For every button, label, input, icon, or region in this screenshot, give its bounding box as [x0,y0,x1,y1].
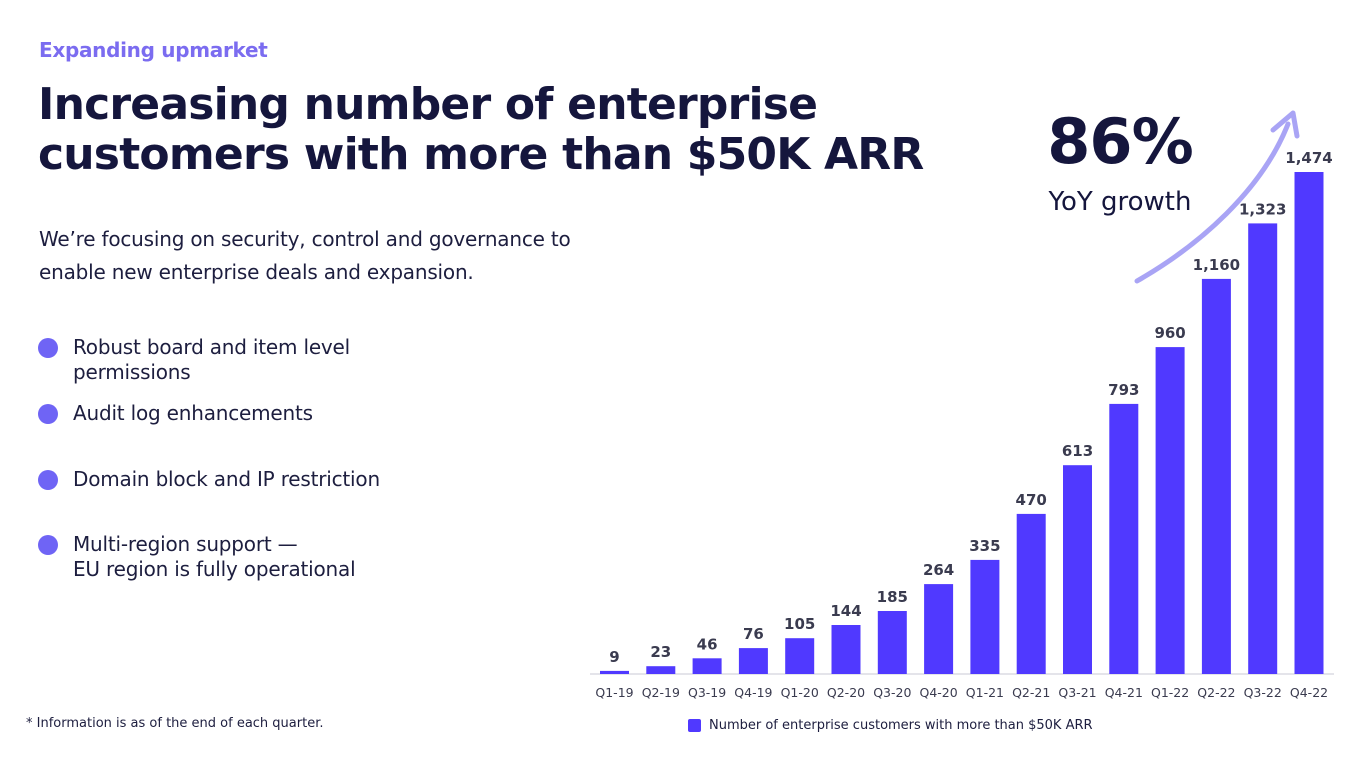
bar-value-label: 960 [1154,324,1185,342]
growth-arrowhead-icon [1270,110,1300,139]
x-tick-label: Q3-20 [873,685,911,700]
bullet-dot-icon [38,535,58,555]
bar-value-label: 185 [877,588,908,606]
x-tick-label: Q1-21 [966,685,1004,700]
x-tick-label: Q4-19 [734,685,772,700]
x-tick-label: Q3-21 [1058,685,1096,700]
growth-arrow-icon [1134,121,1291,284]
bar-value-label: 23 [650,643,671,661]
bar-q2-19 [646,666,676,674]
bar-q2-22 [1201,278,1231,674]
feature-text: Robust board and item level permissions [73,335,351,384]
bullet-dot-icon [38,470,58,490]
footnote: * Information is as of the end of each q… [26,716,324,731]
bar-value-label: 1,160 [1193,256,1240,274]
bar-value-label: 470 [1016,491,1047,509]
feature-text: Multi-region support — EU region is full… [73,532,356,581]
x-tick-label: Q4-20 [919,685,957,700]
x-tick-label: Q1-19 [595,685,633,700]
bar-value-label: 144 [830,602,861,620]
x-tick-label: Q1-22 [1151,685,1189,700]
bar-value-label: 335 [969,537,1000,555]
bar-q3-19 [692,658,722,674]
bar-value-label: 264 [923,561,954,579]
bullet-dot-icon [38,404,58,424]
bar-value-label: 613 [1062,442,1093,460]
page-subtitle: We’re focusing on security, control and … [39,227,571,284]
bar-value-label: 1,323 [1239,200,1286,218]
bar-value-label: 793 [1108,381,1139,399]
bullet-dot-icon [38,338,58,358]
x-tick-label: Q2-20 [827,685,865,700]
bar-q1-21 [970,559,1000,674]
feature-text: Domain block and IP restriction [73,467,380,491]
bar-value-label: 76 [743,625,764,643]
bar-q3-21 [1063,465,1092,674]
bar-value-label: 9 [609,648,619,666]
page-title: Increasing number of enterprise customer… [38,79,924,180]
x-tick-label: Q2-19 [642,685,680,700]
x-tick-label: Q3-22 [1244,685,1282,700]
bar-q3-20 [877,611,907,674]
bar-q3-22 [1248,223,1278,674]
growth-percentage: 86% [1047,105,1193,178]
legend-label: Number of enterprise customers with more… [709,717,1093,733]
bar-q4-19 [738,648,768,674]
x-tick-label: Q4-21 [1105,685,1143,700]
bar-value-label: 1,474 [1285,149,1332,167]
x-tick-label: Q2-21 [1012,685,1050,700]
bar-q4-21 [1109,403,1139,674]
growth-label: YoY growth [1048,187,1192,217]
x-tick-label: Q1-20 [781,685,819,700]
bar-q1-19 [600,670,629,674]
bar-q1-20 [785,638,815,674]
legend-swatch [688,718,701,732]
bar-value-label: 46 [697,635,718,653]
x-tick-label: Q3-19 [688,685,726,700]
bar-q1-22 [1155,347,1185,674]
bar-q4-20 [924,584,954,674]
x-tick-label: Q4-22 [1290,685,1328,700]
x-tick-label: Q2-22 [1197,685,1235,700]
bar-value-label: 105 [784,615,815,633]
eyebrow-label: Expanding upmarket [39,38,268,62]
bar-q2-21 [1016,513,1046,674]
chart-legend: Number of enterprise customers with more… [688,716,1093,734]
bar-q4-22 [1294,172,1324,674]
feature-text: Audit log enhancements [73,401,313,425]
bar-q2-20 [831,625,861,674]
